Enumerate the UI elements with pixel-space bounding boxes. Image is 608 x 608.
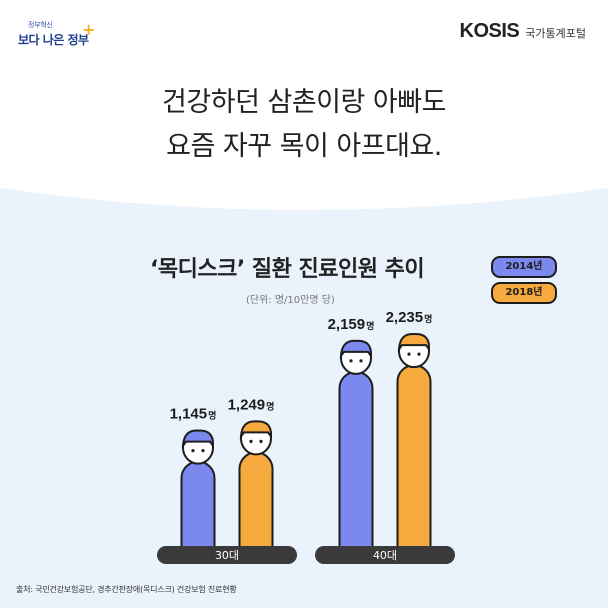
chart-title: ‘목디스크’ 질환 진료인원 추이 <box>150 257 425 282</box>
person-eye <box>259 439 263 444</box>
bar-40대-2018년 <box>396 333 432 557</box>
person-hair <box>397 333 431 353</box>
gov-logo-small-text: 정부혁신 <box>28 21 53 29</box>
unit-note: (단위: 명/10만명 당) <box>246 295 335 306</box>
plus-icon: + <box>82 20 96 39</box>
data-label-30대-2018년: 1,249명 <box>228 396 275 413</box>
source-note: 출처: 국민건강보험공단, 경추간판장애(목디스크) 건강보험 진료현황 <box>16 585 237 594</box>
headline-line-2: 요즘 자꾸 목이 아프대요. <box>166 131 442 162</box>
person-eye <box>191 449 195 453</box>
kosis-subtitle: 국가통계포털 <box>525 27 586 40</box>
category-text: 40대 <box>373 549 397 562</box>
bar-40대-2014년 <box>338 339 374 556</box>
bar-body <box>396 364 432 557</box>
person-eye <box>201 449 205 453</box>
headline-line-1: 건강하던 삼촌이랑 아빠도 <box>162 87 446 118</box>
kosis-brand: KOSIS <box>459 20 520 42</box>
category-label-30대: 30대 <box>157 546 297 564</box>
category-text: 30대 <box>215 549 239 562</box>
person-eye <box>249 439 253 444</box>
person-hair <box>339 339 373 360</box>
data-label-40대-2014년: 2,159명 <box>328 316 375 333</box>
category-label-40대: 40대 <box>315 546 455 564</box>
legend-item-2018: 2018년 <box>491 282 557 304</box>
person-eye <box>417 352 421 356</box>
person-hair <box>239 420 273 440</box>
person-eye <box>349 359 353 363</box>
person-hair <box>181 429 215 449</box>
kosis-logo: KOSIS 국가통계포털 <box>460 20 586 43</box>
gov-innovation-logo: 정부혁신 보다 나은 정부 + <box>18 14 98 60</box>
category-pill <box>315 546 455 564</box>
data-label-40대-2018년: 2,235명 <box>386 309 433 326</box>
bar-30대-2018년 <box>238 420 274 557</box>
person-eye <box>359 359 363 363</box>
data-label-30대-2014년: 1,145명 <box>170 406 217 423</box>
gov-logo-big-text: 보다 나은 정부 <box>18 33 89 47</box>
bar-30대-2014년 <box>180 429 216 557</box>
legend-item-2014: 2014년 <box>491 256 557 278</box>
person-eye <box>407 352 411 356</box>
bar-body <box>338 370 374 556</box>
category-pill <box>157 546 297 564</box>
